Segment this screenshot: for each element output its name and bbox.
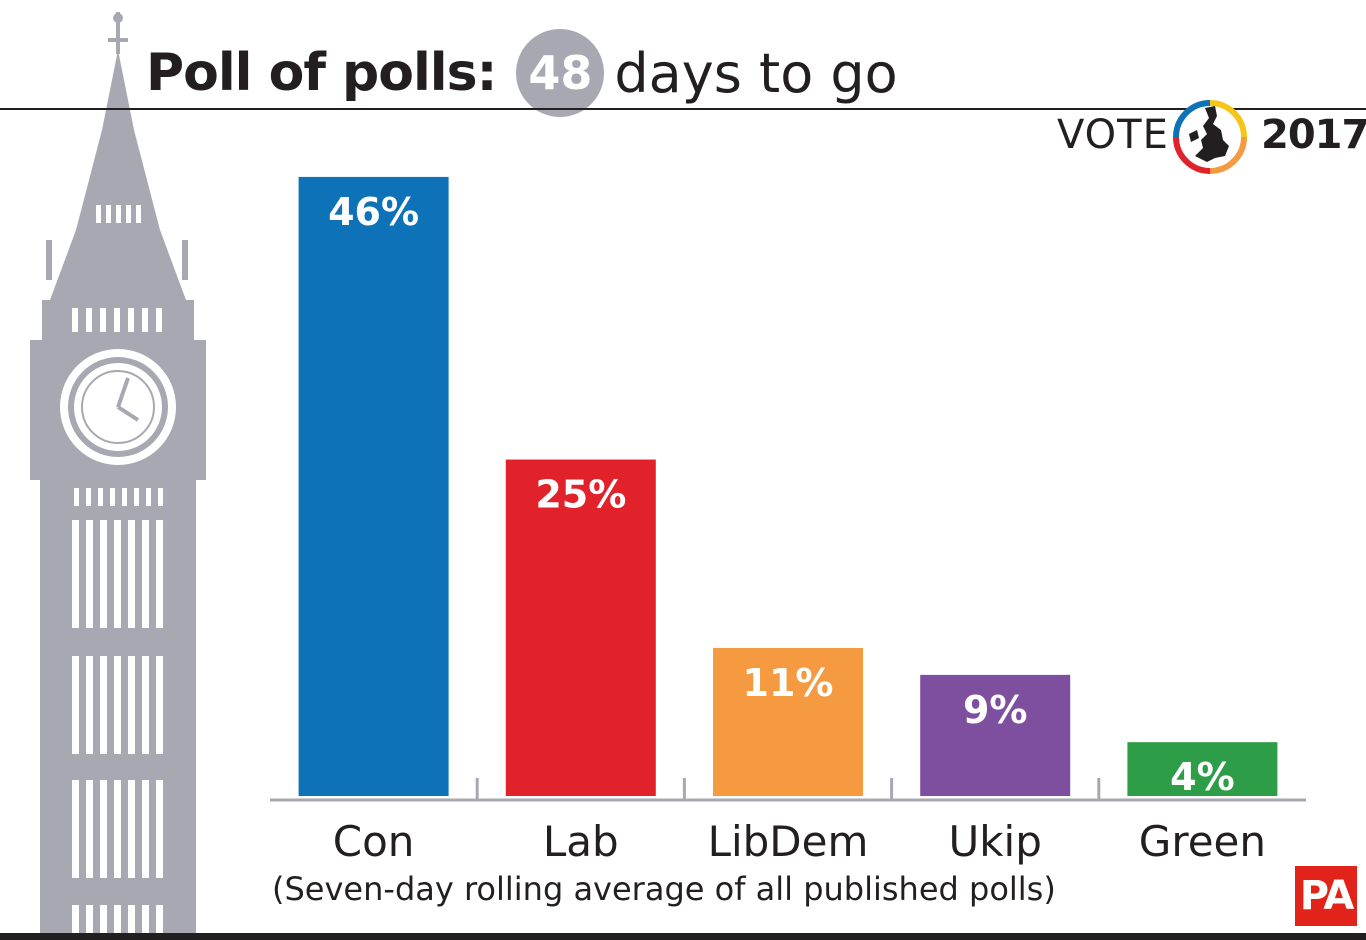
data-label-green: 4% <box>1170 755 1235 799</box>
chart-footnote: (Seven-day rolling average of all publis… <box>272 870 1056 908</box>
big-ben-illustration <box>30 12 206 934</box>
bar-con <box>298 176 449 796</box>
header-rule <box>0 108 1366 110</box>
bar-libdem <box>713 647 863 796</box>
pa-agency-logo: PA <box>1295 866 1357 926</box>
title-suffix: days to go <box>614 41 898 105</box>
vote-logo-year: 2017 <box>1261 112 1366 158</box>
vote-logo-word: VOTE <box>1057 112 1169 158</box>
footer-rule <box>0 933 1366 940</box>
tick-label-libdem: LibDem <box>708 817 869 866</box>
days-count-badge: 48 <box>516 29 605 117</box>
tick-label-green: Green <box>1139 817 1266 866</box>
vote-2017-logo: VOTE 2017 <box>1055 94 1366 180</box>
title-prefix: Poll of polls: <box>146 43 497 103</box>
bar-green <box>1127 742 1278 796</box>
data-label-con: 46% <box>328 190 419 234</box>
data-label-lab: 25% <box>535 473 626 517</box>
chart-title: Poll of polls: 48 days to go <box>146 29 898 117</box>
bar-lab <box>505 459 656 796</box>
bar-ukip <box>920 674 1071 796</box>
tick-label-lab: Lab <box>543 817 619 866</box>
tick-label-ukip: Ukip <box>948 817 1041 866</box>
uk-map-icon <box>1173 100 1247 174</box>
data-label-libdem: 11% <box>743 661 834 705</box>
data-label-ukip: 9% <box>963 688 1028 732</box>
tick-label-con: Con <box>333 817 415 866</box>
